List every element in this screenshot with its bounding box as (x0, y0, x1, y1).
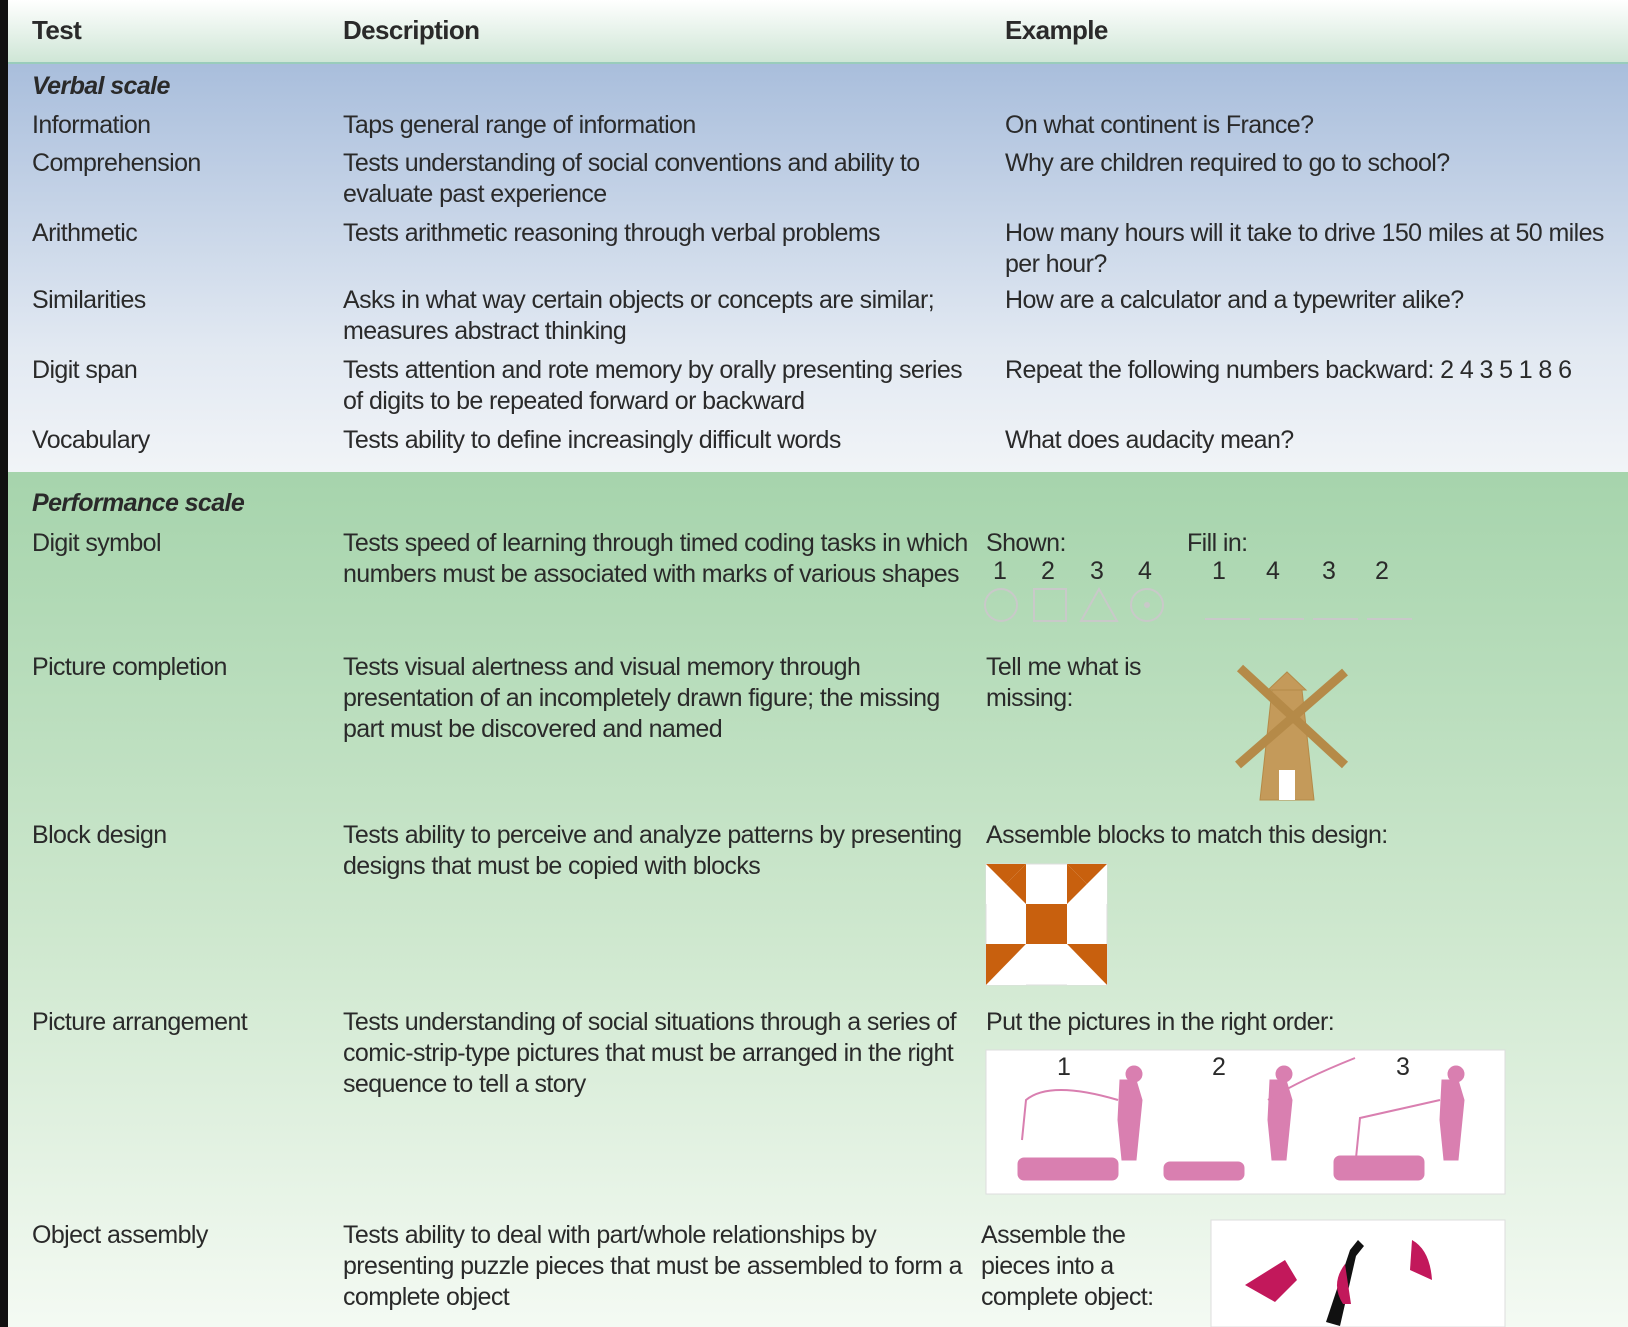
test-name: Digit span (32, 356, 138, 384)
verbal-band (8, 64, 1628, 472)
test-name: Arithmetic (32, 219, 138, 247)
panel-number: 2 (1212, 1053, 1226, 1081)
description: Tests understanding of social convention… (343, 149, 920, 208)
column-header: Description (343, 15, 480, 45)
test-name: Comprehension (32, 149, 201, 177)
comic-strip (985, 1049, 1506, 1195)
description: Tests speed of learning through timed co… (343, 529, 968, 588)
description: Tests visual alertness and visual memory… (343, 653, 940, 743)
column-header: Test (32, 15, 82, 45)
test-name: Picture completion (32, 653, 227, 681)
example-label: Shown: (986, 529, 1066, 557)
section-title: Verbal scale (32, 72, 170, 100)
digit: 1 (993, 557, 1007, 585)
test-name: Digit symbol (32, 529, 162, 557)
digit: 4 (1138, 557, 1152, 585)
example-label: Fill in: (1187, 529, 1248, 557)
digit: 3 (1322, 557, 1336, 585)
block-design (985, 863, 1108, 986)
windmill (1235, 664, 1349, 801)
digit: 3 (1090, 557, 1104, 585)
example-prompt: Assemble the pieces into a complete obje… (981, 1221, 1154, 1311)
test-name: Information (32, 111, 151, 139)
example: How many hours will it take to drive 150… (1005, 219, 1604, 278)
header-band (8, 0, 1628, 64)
description: Tests understanding of social situations… (343, 1008, 957, 1098)
description: Taps general range of information (343, 111, 696, 139)
example: What does audacity mean? (1005, 426, 1294, 454)
test-name: Vocabulary (32, 426, 150, 454)
example: How are a calculator and a typewriter al… (1005, 286, 1464, 314)
description: Asks in what way certain objects or conc… (343, 286, 935, 345)
shapes (984, 586, 1412, 622)
description: Tests ability to perceive and analyze pa… (343, 821, 962, 880)
example-prompt: Tell me what is missing: (986, 653, 1142, 712)
test-name: Picture arrangement (32, 1008, 248, 1036)
digit: 4 (1266, 557, 1280, 585)
description: Tests attention and rote memory by orall… (343, 356, 963, 415)
panel-number: 3 (1396, 1053, 1410, 1081)
column-header: Example (1005, 15, 1108, 45)
test-name: Block design (32, 821, 167, 849)
panel-number: 1 (1057, 1053, 1071, 1081)
test-name: Similarities (32, 286, 146, 314)
digit: 1 (1212, 557, 1226, 585)
object-pieces (1210, 1219, 1506, 1327)
description: Tests ability to define increasingly dif… (343, 426, 841, 454)
digit: 2 (1375, 557, 1389, 585)
example-prompt: Assemble blocks to match this design: (986, 821, 1388, 849)
example: Why are children required to go to schoo… (1005, 149, 1450, 177)
example: Repeat the following numbers backward: 2… (1005, 356, 1572, 384)
digit: 2 (1041, 557, 1055, 585)
example-prompt: Put the pictures in the right order: (986, 1008, 1335, 1036)
left-border (0, 0, 8, 1327)
description: Tests ability to deal with part/whole re… (343, 1221, 963, 1311)
example: On what continent is France? (1005, 111, 1314, 139)
test-name: Object assembly (32, 1221, 208, 1249)
section-title: Performance scale (32, 489, 245, 517)
description: Tests arithmetic reasoning through verba… (343, 219, 881, 247)
